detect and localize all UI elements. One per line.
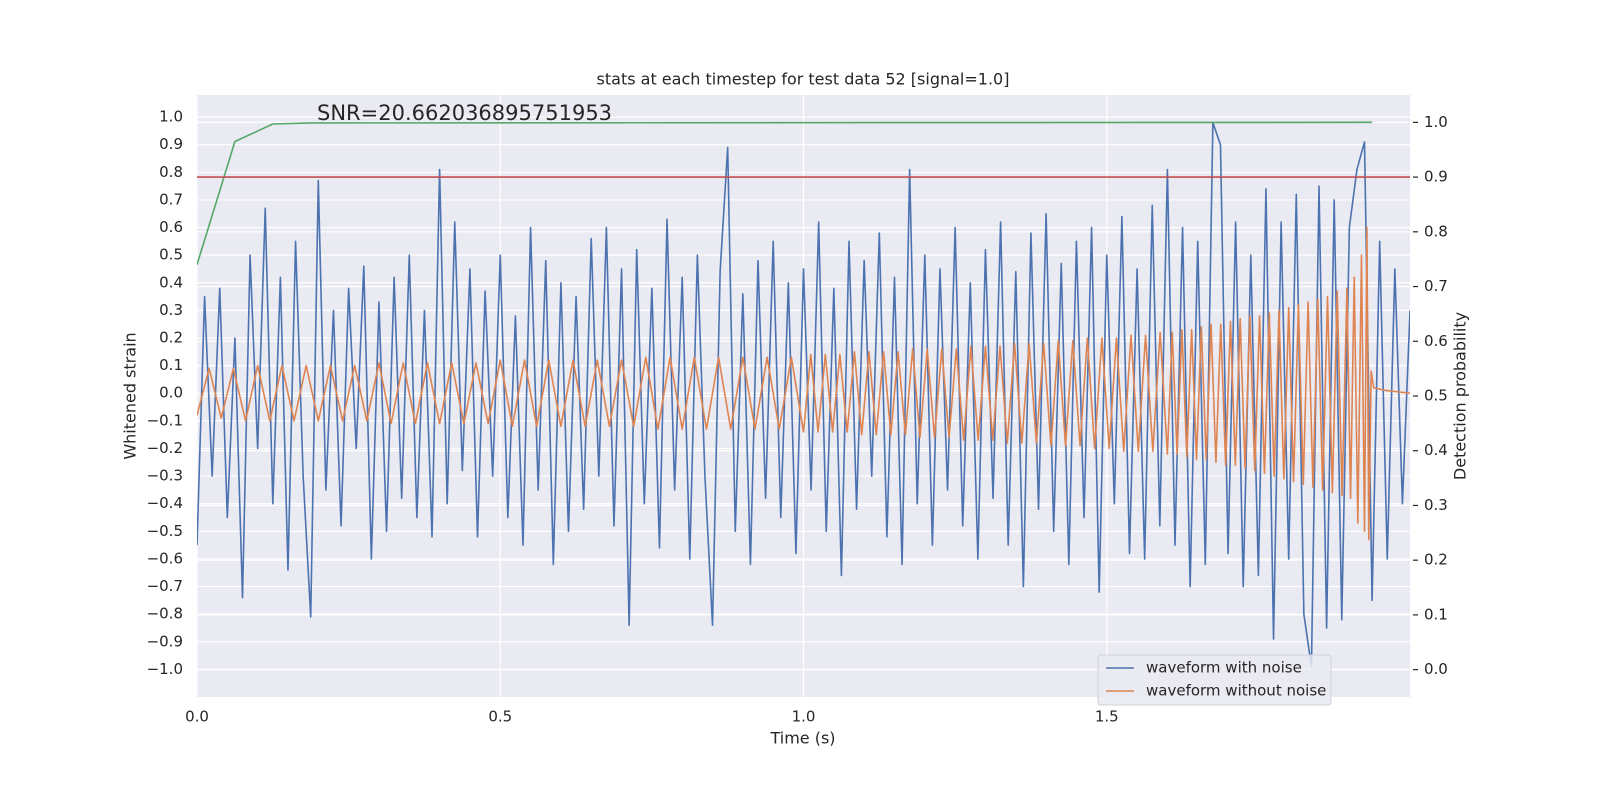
y-tick-label: 0.5 — [159, 246, 183, 264]
y2-tick-label: 0.8 — [1424, 222, 1448, 240]
y2-tick-label: 0.2 — [1424, 551, 1448, 569]
y-tick-label: 0.1 — [159, 356, 183, 374]
chart-title: stats at each timestep for test data 52 … — [597, 70, 1010, 89]
y2-tick-label: 0.6 — [1424, 332, 1448, 350]
series-line — [197, 121, 1373, 265]
y2-tick-label: 0.9 — [1424, 168, 1448, 186]
y2-tick-label: 1.0 — [1424, 113, 1448, 131]
y-tick-label: 0.0 — [159, 384, 183, 402]
y-tick-label: −0.2 — [147, 439, 183, 457]
lines — [197, 121, 1410, 668]
y-tick-label: 0.2 — [159, 329, 183, 347]
y-tick-label: −0.5 — [147, 522, 183, 540]
y-tick-label: 1.0 — [159, 108, 183, 126]
y-tick-label: 0.6 — [159, 218, 183, 236]
y2-tick-label: 0.1 — [1424, 605, 1448, 623]
annotation: SNR=20.662036895751953 — [317, 101, 612, 125]
y-tick-label: 0.4 — [159, 273, 183, 291]
x-tick-label: 1.5 — [1095, 708, 1119, 726]
y-tick-label: −0.3 — [147, 467, 183, 485]
axes: 0.0 0.5 1.0 1.5 −1.0 −0.9 −0.8 −0.7 −0.6 −0.5 −0.4… — [147, 108, 1448, 726]
y2-tick-label: 0.3 — [1424, 496, 1448, 514]
legend-label: waveform without noise — [1146, 682, 1326, 700]
y-tick-label: −0.1 — [147, 411, 183, 429]
y-tick-label: −1.0 — [147, 660, 183, 678]
legend-box — [1097, 654, 1332, 706]
y-axis-label: Whitened strain — [121, 332, 140, 459]
x-tick-label: 0.0 — [185, 708, 209, 726]
y-tick-label: 0.8 — [159, 163, 183, 181]
y-tick-label: 0.7 — [159, 190, 183, 208]
y2-axis-label: Detection probability — [1451, 312, 1470, 480]
y-tick-label: −0.9 — [147, 632, 183, 650]
y-tick-label: −0.4 — [147, 494, 183, 512]
y-tick-label: −0.8 — [147, 605, 183, 623]
y-tick-label: 0.9 — [159, 135, 183, 153]
y2-tick-label: 0.5 — [1424, 387, 1448, 405]
legend: waveform with noise waveform without nois… — [1097, 654, 1332, 706]
series-line — [197, 226, 1410, 541]
x-tick-label: 1.0 — [792, 708, 816, 726]
x-tick-label: 0.5 — [488, 708, 512, 726]
x-axis-label: Time (s) — [769, 729, 835, 748]
y2-tick-label: 0.7 — [1424, 277, 1448, 295]
y-tick-label: 0.3 — [159, 301, 183, 319]
y-tick-label: −0.6 — [147, 549, 183, 567]
y2-tick-label: 0.0 — [1424, 660, 1448, 678]
legend-label: waveform with noise — [1146, 659, 1302, 677]
y2-tick-label: 0.4 — [1424, 441, 1448, 459]
y-tick-label: −0.7 — [147, 577, 183, 595]
